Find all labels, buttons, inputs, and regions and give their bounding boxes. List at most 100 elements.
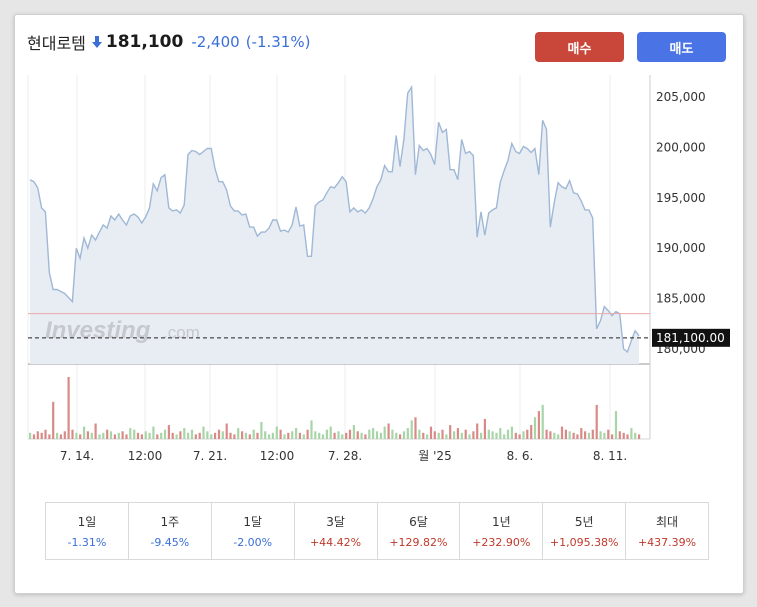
x-axis-labels: 7. 14. 12:00 7. 21. 12:00 7. 28. 월 '25 8. 6. 8.… — [60, 449, 627, 463]
sell-button[interactable]: 매도 — [637, 32, 726, 62]
volume-bar — [194, 434, 197, 439]
volume-bar — [533, 417, 537, 439]
volume-bar — [634, 432, 637, 439]
buy-button[interactable]: 매수 — [535, 32, 624, 62]
quote-header: 현대로템 181,100 -2,400 (-1.31%) — [27, 30, 310, 54]
volume-bar — [603, 432, 606, 439]
volume-bar — [572, 432, 575, 439]
period-cell-5[interactable]: 1년 +232.90% — [460, 503, 544, 559]
volume-bar — [399, 434, 402, 439]
volume-bar — [202, 426, 205, 439]
volume-bar — [418, 429, 421, 439]
volume-bar — [387, 423, 390, 439]
volume-bar — [237, 428, 240, 439]
volume-bar — [83, 426, 86, 439]
volume-bar — [526, 429, 529, 439]
y-tick-label: 190,000 — [656, 241, 706, 255]
volume-bar — [48, 434, 51, 439]
volume-bar — [129, 428, 132, 439]
volume-bar — [275, 426, 278, 439]
volume-bar — [530, 425, 533, 440]
period-value: -1.31% — [67, 536, 107, 549]
period-cell-3[interactable]: 3달 +44.42% — [295, 503, 378, 559]
volume-bar — [580, 428, 583, 439]
volume-bar — [368, 429, 371, 439]
x-tick-label: 8. 11. — [593, 449, 627, 463]
volume-bar — [379, 432, 382, 439]
volume-bar — [599, 431, 602, 440]
volume-bar — [229, 432, 232, 439]
price-chart[interactable]: 180,000185,000190,000195,000200,000205,0… — [15, 15, 743, 485]
volume-bar — [241, 431, 244, 440]
volume-bar — [136, 432, 140, 439]
volume-bar — [348, 429, 352, 439]
volume-bar — [595, 404, 598, 439]
period-value: +129.82% — [389, 536, 448, 549]
volume-bar — [318, 432, 321, 439]
volume-bar — [144, 431, 147, 440]
volume-bar — [175, 434, 178, 439]
volume-bar — [402, 431, 406, 440]
volume-bar — [410, 420, 413, 439]
volume-bar — [456, 428, 459, 439]
period-cell-2[interactable]: 1달 -2.00% — [212, 503, 295, 559]
volume-bar — [630, 428, 633, 439]
period-cell-7[interactable]: 최대 +437.39% — [626, 503, 708, 559]
current-price-tag-label: 181,100.00 — [656, 331, 725, 345]
volume-bar — [345, 432, 348, 439]
volume-bar — [163, 429, 167, 439]
volume-bar — [287, 432, 290, 439]
period-cell-6[interactable]: 5년 +1,095.38% — [543, 503, 627, 559]
volume-bar — [514, 432, 517, 439]
volume-bar — [510, 426, 513, 439]
period-performance-table: 1일 -1.31% 1주 -9.45% 1달 -2.00% 3달 +44.42% 6달 +129.… — [45, 502, 709, 560]
volume-bar — [56, 432, 59, 439]
volume-bar — [125, 434, 128, 439]
volume-bar — [36, 431, 39, 440]
period-cell-0[interactable]: 1일 -1.31% — [46, 503, 129, 559]
volume-bar — [568, 431, 571, 440]
volume-bar — [206, 431, 209, 440]
volume-bar — [491, 431, 494, 440]
volume-bar — [626, 434, 629, 439]
volume-bar — [584, 431, 587, 440]
period-cell-1[interactable]: 1주 -9.45% — [129, 503, 212, 559]
volume-bar — [133, 429, 136, 439]
volume-bar — [260, 421, 263, 439]
volume-bar — [244, 432, 247, 439]
volume-bar — [356, 431, 359, 440]
watermark: Investing .com — [45, 317, 200, 344]
y-axis-labels: 180,000185,000190,000195,000200,000205,0… — [656, 90, 706, 356]
volume-bar — [268, 434, 271, 439]
volume-bar — [553, 432, 556, 439]
y-tick-label: 195,000 — [656, 191, 706, 205]
x-tick-label: 7. 28. — [328, 449, 362, 463]
volume-bar — [364, 434, 367, 439]
volume-bar — [329, 426, 332, 439]
period-cell-4[interactable]: 6달 +129.82% — [378, 503, 461, 559]
volume-bar — [433, 431, 436, 440]
period-value: +1,095.38% — [549, 536, 619, 549]
y-tick-label: 205,000 — [656, 90, 706, 104]
volume-bar — [75, 432, 78, 439]
volume-bar — [472, 431, 475, 440]
volume-bar — [518, 434, 521, 439]
volume-bar — [522, 431, 525, 440]
x-tick-label: 8. 6. — [507, 449, 534, 463]
volume-bar — [506, 429, 510, 439]
volume-bar — [221, 431, 224, 440]
reference-lines: 181,100.00 — [28, 313, 730, 347]
volume-bar — [32, 434, 36, 439]
volume-bar — [587, 432, 591, 439]
volume-bar — [310, 420, 313, 439]
volume-bar — [503, 434, 506, 439]
volume-bar — [426, 434, 429, 439]
volume-bar — [306, 429, 309, 439]
stock-name: 현대로템 — [27, 34, 86, 53]
volume-bar — [476, 423, 479, 439]
volume-bar — [79, 434, 82, 439]
volume-bar — [187, 432, 190, 439]
volume-bar — [460, 432, 463, 439]
volume-bar — [113, 434, 116, 439]
volume-bar — [98, 434, 101, 439]
